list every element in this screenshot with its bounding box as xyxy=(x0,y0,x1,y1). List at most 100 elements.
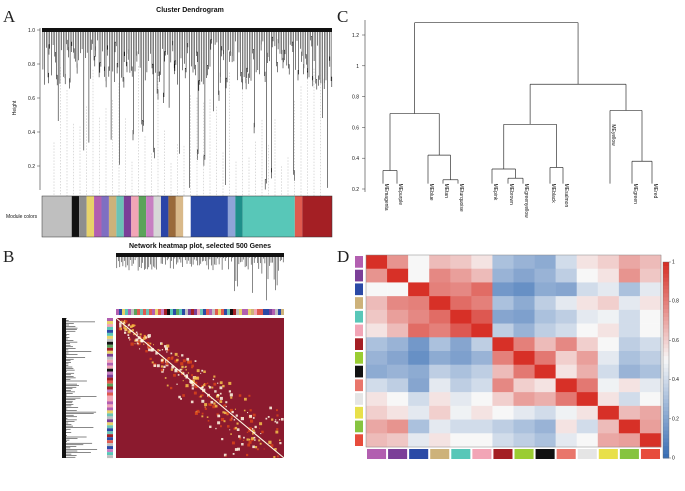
heatmap-cell xyxy=(147,336,150,339)
colorbar-segment xyxy=(663,434,669,439)
heatmap-cell xyxy=(234,426,238,430)
panel-c: C 1.2 1 0.8 0.6 0.4 0.2 MEmagenta MEpurple MEbl… xyxy=(337,7,658,218)
heatmap-cell xyxy=(276,414,279,417)
row-module-color xyxy=(355,420,363,433)
heatmap-cell xyxy=(137,341,140,344)
panel-a-ytick-label: 1.0 xyxy=(28,28,35,34)
heatmap-cell xyxy=(251,437,254,440)
heatmap-cell xyxy=(252,445,255,449)
left-color-cell xyxy=(107,404,113,408)
panel-d-column-colors xyxy=(367,449,660,459)
heatmap-cell xyxy=(597,405,620,420)
panel-b-letter: B xyxy=(3,247,14,266)
heatmap-cell xyxy=(163,365,166,368)
heatmap-cell xyxy=(274,448,277,451)
colorbar-segment xyxy=(663,301,669,306)
heatmap-cell xyxy=(213,382,217,386)
heatmap-cell xyxy=(194,360,197,362)
heatmap-cell xyxy=(576,323,599,338)
heatmap-cell xyxy=(259,422,263,426)
colorbar-segment xyxy=(663,407,669,412)
heatmap-cell xyxy=(576,364,599,379)
left-color-cell xyxy=(107,324,113,327)
heatmap-cell xyxy=(252,413,256,417)
colorbar-segment xyxy=(663,363,669,369)
panel-a: A Cluster Dendrogram 1.0 0.8 0.6 0.4 0.2… xyxy=(3,7,333,238)
heatmap-cell xyxy=(130,325,133,328)
heatmap-cell xyxy=(167,357,170,360)
colorbar-segment xyxy=(663,285,669,290)
top-color-cell xyxy=(272,309,275,315)
colorbar-segment xyxy=(663,305,669,310)
heatmap-cell xyxy=(534,323,556,338)
heatmap-cell xyxy=(183,372,185,374)
heatmap-cell xyxy=(639,405,662,420)
column-module-color xyxy=(535,449,555,459)
heatmap-cell xyxy=(232,441,235,445)
left-color-cell xyxy=(107,392,113,396)
heatmap-cell xyxy=(366,351,388,366)
colorbar-segment xyxy=(663,387,669,392)
heatmap-cell xyxy=(492,268,514,283)
heatmap-cell xyxy=(429,392,451,407)
heatmap-cell xyxy=(219,392,222,395)
heatmap-cell xyxy=(176,383,178,385)
heatmap-cell xyxy=(534,364,556,379)
colorbar-segment xyxy=(663,418,669,424)
heatmap-cell xyxy=(492,309,514,324)
heatmap-cell xyxy=(204,407,207,410)
heatmap-cell xyxy=(534,255,556,270)
left-color-cell xyxy=(107,321,113,324)
panel-a-ytick-label: 0.4 xyxy=(28,130,35,136)
colorbar-segment xyxy=(663,269,669,275)
heatmap-cell xyxy=(191,374,193,377)
heatmap-cell xyxy=(597,433,620,448)
heatmap-cell xyxy=(244,397,247,401)
heatmap-cell xyxy=(429,378,451,393)
heatmap-cell xyxy=(387,309,409,324)
colorbar-segment xyxy=(663,403,669,408)
heatmap-cell xyxy=(127,334,130,336)
heatmap-cell xyxy=(208,386,212,389)
left-color-cell xyxy=(107,365,113,369)
heatmap-cell xyxy=(471,364,493,379)
top-color-cell xyxy=(278,309,281,315)
heatmap-cell xyxy=(639,364,662,379)
left-color-cell xyxy=(107,389,113,393)
heatmap-cell xyxy=(429,405,451,420)
heatmap-cell xyxy=(165,347,168,351)
module-color-band xyxy=(79,196,87,237)
heatmap-cell xyxy=(143,343,145,345)
top-color-cell xyxy=(179,309,182,315)
heatmap-cell xyxy=(226,412,229,415)
left-color-cell xyxy=(107,374,113,378)
heatmap-cell xyxy=(219,396,223,400)
heatmap-cell xyxy=(252,429,255,433)
heatmap-cell xyxy=(261,430,264,434)
left-color-cell xyxy=(107,371,113,375)
panel-c-ytick-label: 1.2 xyxy=(352,33,359,39)
top-color-cell xyxy=(170,309,173,315)
module-color-band xyxy=(42,196,72,237)
row-module-color xyxy=(355,379,363,392)
colorbar-segment xyxy=(663,320,669,326)
module-color-band xyxy=(123,196,132,237)
colorbar-segment xyxy=(663,422,669,428)
heatmap-cell xyxy=(387,392,409,407)
heatmap-cell xyxy=(246,431,249,433)
heatmap-cell xyxy=(513,419,535,434)
heatmap-cell xyxy=(238,435,241,438)
heatmap-cell xyxy=(234,448,238,451)
heatmap-cell xyxy=(471,337,493,352)
heatmap-cell xyxy=(366,433,388,448)
heatmap-cell xyxy=(450,296,472,311)
heatmap-cell xyxy=(208,403,211,406)
heatmap-cell xyxy=(191,387,194,390)
heatmap-cell xyxy=(123,326,126,329)
top-color-cell xyxy=(281,309,284,315)
top-color-cell xyxy=(161,309,164,315)
top-color-cell xyxy=(218,309,221,315)
heatmap-cell xyxy=(223,420,226,423)
heatmap-cell xyxy=(129,339,131,341)
heatmap-cell xyxy=(161,349,164,351)
